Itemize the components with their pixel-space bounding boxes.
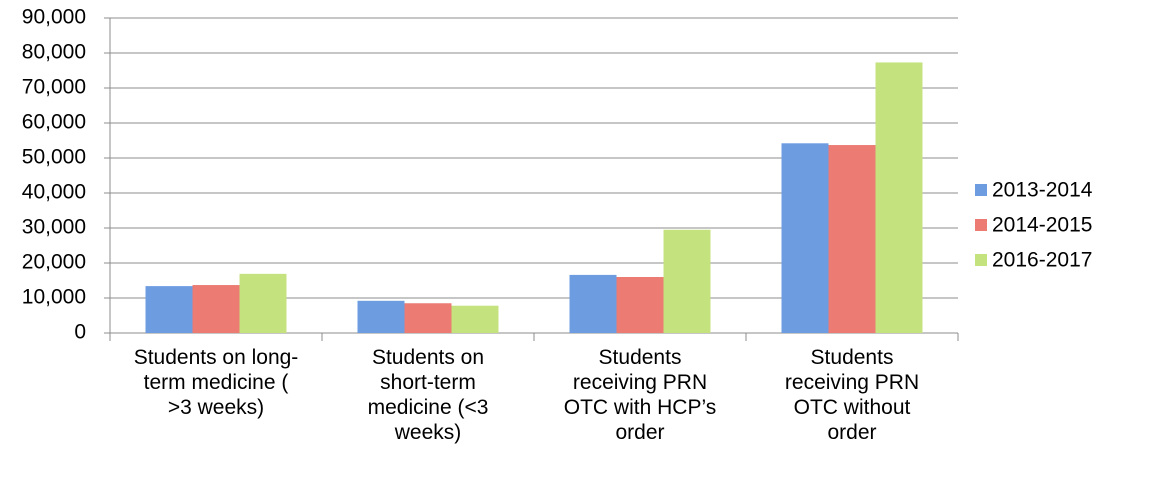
bar: [451, 305, 499, 333]
y-tick-label: 60,000: [22, 111, 86, 134]
bar: [616, 277, 664, 333]
legend-label: 2016-2017: [992, 249, 1092, 272]
bar: [828, 145, 876, 333]
y-tick-label: 0: [74, 321, 86, 344]
y-tick-label: 70,000: [22, 76, 86, 99]
y-tick-label: 90,000: [22, 6, 86, 29]
x-tick-label: Students receiving PRN OTC without order: [784, 346, 920, 444]
bar: [239, 273, 287, 333]
legend-swatch: [975, 254, 987, 266]
bar: [145, 286, 193, 333]
legend-label: 2014-2015: [992, 214, 1092, 237]
bar: [357, 300, 405, 333]
y-tick-label: 20,000: [22, 251, 86, 274]
bar: [663, 229, 711, 333]
y-tick-label: 80,000: [22, 41, 86, 64]
y-tick-label: 50,000: [22, 146, 86, 169]
bar: [192, 285, 240, 333]
bar: [404, 303, 452, 333]
bar: [781, 143, 829, 333]
x-label-box: Students receiving PRN OTC without order: [784, 346, 920, 444]
bar: [569, 274, 617, 333]
bar: [875, 62, 923, 333]
legend-swatch: [975, 219, 987, 231]
x-label-box: Students on long-term medicine ( >3 week…: [133, 346, 299, 419]
legend-swatch: [975, 184, 987, 196]
y-tick-label: 30,000: [22, 216, 86, 239]
y-tick-label: 40,000: [22, 181, 86, 204]
x-tick-label: Students on short-term medicine (<3 week…: [367, 346, 489, 444]
legend-label: 2013-2014: [992, 179, 1093, 202]
x-tick-label: Students receiving PRN OTC with HCP’s or…: [563, 346, 717, 444]
x-label-box: Students receiving PRN OTC with HCP’s or…: [563, 346, 717, 444]
x-tick-label: Students on long-term medicine ( >3 week…: [133, 346, 299, 419]
y-tick-label: 10,000: [22, 286, 86, 309]
x-label-box: Students on short-term medicine (<3 week…: [367, 346, 489, 444]
